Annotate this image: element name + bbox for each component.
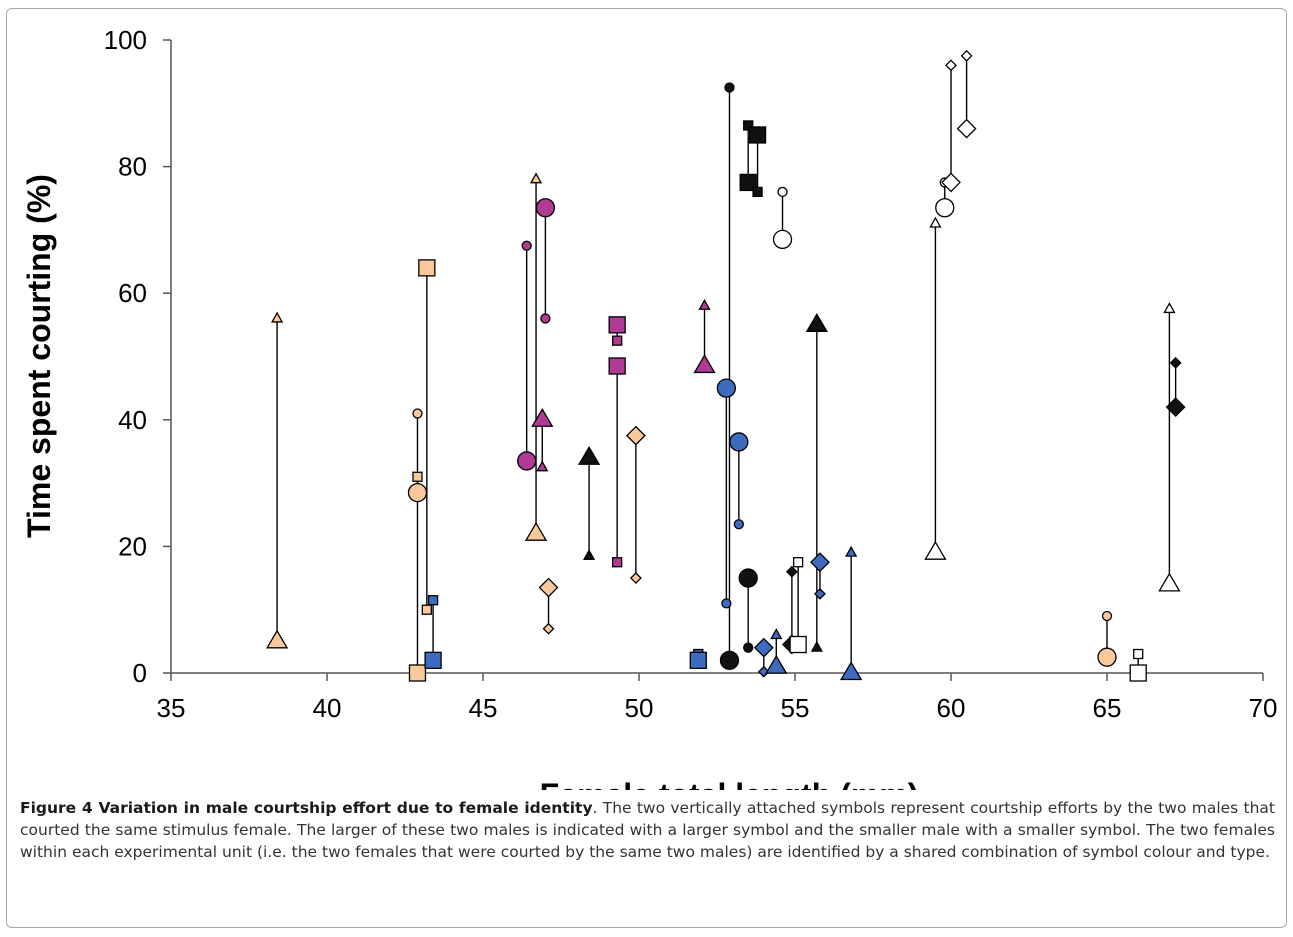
large-square-marker [689, 651, 707, 669]
y-tick-label: 20 [118, 531, 147, 561]
data-markers [265, 49, 1186, 682]
x-tick-label: 45 [469, 693, 498, 723]
y-tick-label: 40 [118, 405, 147, 435]
small-triangle-marker [270, 311, 284, 323]
small-triangle-marker [845, 545, 858, 557]
large-diamond-marker [956, 118, 977, 139]
large-diamond-marker [753, 637, 774, 658]
large-circle-marker [517, 451, 537, 471]
small-circle-marker [777, 186, 788, 198]
large-diamond-marker [625, 425, 646, 446]
small-diamond-marker [757, 665, 770, 678]
small-diamond-marker [542, 622, 555, 635]
large-triangle-marker [805, 313, 828, 332]
small-diamond-marker [1169, 356, 1182, 369]
y-axis-title: Time spent courting (%) [21, 174, 57, 538]
small-diamond-marker [785, 565, 798, 578]
large-square-marker [748, 126, 767, 144]
x-tick-label: 40 [313, 693, 342, 723]
large-square-marker [418, 259, 436, 277]
small-triangle-marker [929, 216, 942, 228]
small-circle-marker [724, 82, 735, 93]
large-triangle-marker [524, 521, 548, 541]
small-square-marker [743, 120, 754, 131]
x-tick-label: 35 [157, 693, 186, 723]
small-square-marker [421, 604, 432, 615]
large-circle-marker [772, 229, 793, 250]
figure-frame [6, 8, 1287, 928]
large-diamond-marker [941, 172, 961, 193]
x-axis-title: Female total length (mm) [540, 777, 919, 790]
y-tick-label: 80 [118, 152, 147, 182]
figure-caption: Figure 4 Variation in male courtship eff… [20, 797, 1275, 863]
large-diamond-marker [538, 577, 559, 598]
large-square-marker [408, 664, 427, 682]
large-square-marker [789, 635, 807, 654]
pair-stems [276, 55, 1177, 673]
axes: 0 20 40 60 80 100 35 40 45 50 55 60 65 70 [104, 25, 1278, 723]
large-square-marker [1129, 664, 1147, 682]
small-triangle-marker [582, 548, 596, 560]
small-triangle-marker [770, 628, 783, 640]
y-tick-label: 60 [118, 278, 147, 308]
x-tick-label: 65 [1093, 693, 1122, 723]
large-triangle-marker [765, 654, 788, 674]
x-tick-label: 55 [781, 693, 810, 723]
small-circle-marker [721, 598, 732, 609]
large-square-marker [739, 173, 757, 192]
small-circle-marker [743, 642, 754, 653]
x-tick-label: 50 [625, 693, 654, 723]
small-square-marker [412, 471, 423, 482]
large-triangle-marker [693, 354, 716, 374]
scatter-chart: 0 20 40 60 80 100 35 40 45 50 55 60 65 70 Female tota… [21, 25, 1278, 790]
large-diamond-marker [1165, 397, 1186, 418]
x-tick-label: 70 [1249, 693, 1278, 723]
small-circle-marker [412, 408, 423, 419]
small-square-marker [1133, 648, 1144, 660]
small-triangle-marker [536, 460, 549, 472]
large-square-marker [608, 357, 626, 375]
x-tick-label: 60 [937, 693, 966, 723]
small-circle-marker [521, 240, 532, 251]
large-diamond-marker [810, 552, 830, 573]
small-square-marker [752, 186, 763, 198]
small-diamond-marker [629, 572, 642, 584]
large-circle-marker [535, 198, 556, 218]
small-square-marker [792, 557, 804, 568]
small-diamond-marker [945, 59, 957, 72]
small-triangle-marker [698, 298, 711, 310]
large-triangle-marker [1158, 572, 1181, 592]
small-square-marker [427, 595, 439, 606]
large-circle-marker [738, 568, 758, 588]
small-triangle-marker [1163, 302, 1176, 314]
small-circle-marker [540, 313, 551, 324]
small-circle-marker [733, 519, 744, 530]
y-tick-label: 100 [104, 25, 147, 55]
large-circle-marker [719, 650, 740, 670]
small-triangle-marker [810, 640, 823, 652]
large-triangle-marker [265, 629, 289, 649]
large-circle-marker [407, 482, 428, 503]
large-circle-marker [729, 432, 749, 452]
large-square-marker [608, 316, 626, 334]
small-circle-marker [1101, 610, 1113, 622]
small-diamond-marker [960, 49, 973, 62]
large-square-marker [424, 651, 442, 669]
large-triangle-marker [840, 661, 863, 681]
large-triangle-marker [531, 407, 554, 427]
caption-text: . The two vertically attached symbols re… [20, 799, 1275, 861]
large-triangle-marker [924, 540, 947, 560]
small-triangle-marker [529, 172, 543, 184]
caption-title: Figure 4 Variation in male courtship eff… [20, 799, 593, 817]
y-tick-label: 0 [133, 658, 147, 688]
large-circle-marker [1097, 647, 1117, 667]
large-circle-marker [935, 198, 955, 218]
large-circle-marker [716, 378, 737, 398]
small-square-marker [612, 557, 623, 568]
small-square-marker [612, 335, 623, 346]
small-diamond-marker [814, 587, 826, 600]
large-triangle-marker [577, 445, 601, 465]
